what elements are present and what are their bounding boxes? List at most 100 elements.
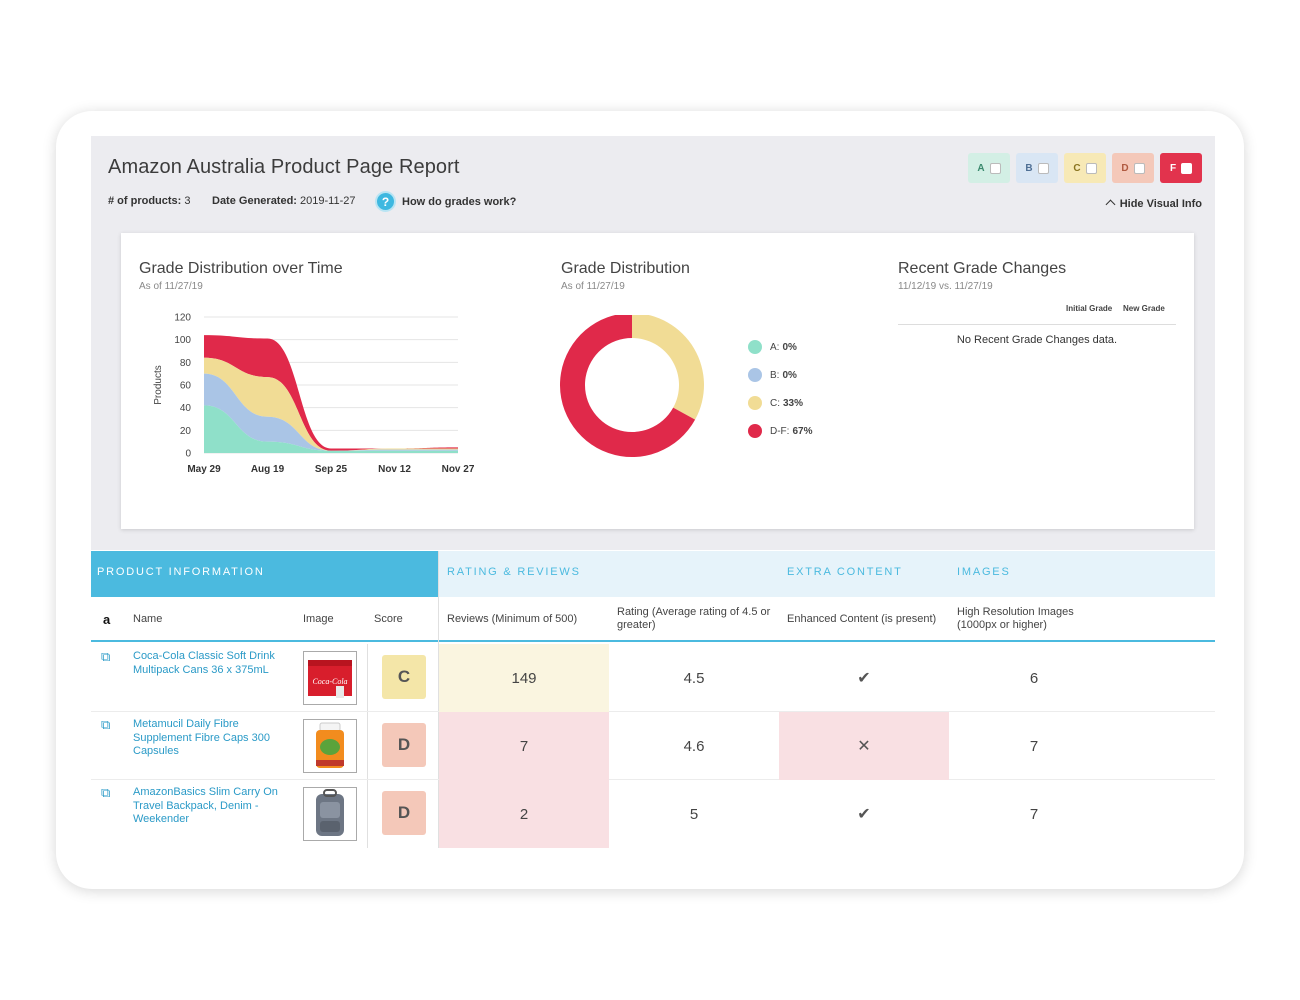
visual-panel: Grade Distribution over Time As of 11/27… [121, 233, 1194, 529]
legend-value: 0% [782, 369, 797, 381]
area-series [204, 373, 458, 451]
y-tick-label: 100 [174, 335, 191, 346]
score-badge: D [382, 723, 426, 767]
divider [898, 324, 1176, 325]
product-name-link[interactable]: AmazonBasics Slim Carry On Travel Backpa… [133, 786, 278, 825]
check-icon: ✔ [857, 806, 871, 823]
table-row: ⧉ AmazonBasics Slim Carry On Travel Back… [91, 780, 1215, 848]
product-name-link[interactable]: Metamucil Daily Fibre Supplement Fibre C… [133, 718, 270, 757]
product-thumbnail-metamucil [316, 722, 344, 768]
checkbox-icon [1133, 162, 1145, 174]
report-header: Amazon Australia Product Page Report # o… [91, 136, 1215, 550]
legend-label: B: [770, 369, 780, 381]
x-tick-label: Nov 12 [378, 464, 411, 475]
dist-chart-subtitle: As of 11/27/19 [561, 281, 625, 292]
time-chart-title: Grade Distribution over Time [139, 260, 343, 277]
initial-grade-header: Initial Grade [1066, 304, 1113, 313]
legend-item: D-F: 67% [748, 424, 812, 438]
product-image [303, 787, 357, 841]
y-tick-label: 60 [180, 381, 192, 392]
donut-chart [560, 315, 704, 457]
reviews-cell: 7 [439, 712, 609, 780]
col-name[interactable]: Name [133, 613, 163, 625]
y-tick-label: 40 [180, 403, 192, 414]
score-badge: C [382, 655, 426, 699]
grade-filter-d[interactable]: D [1112, 153, 1154, 183]
area-series [204, 405, 458, 453]
time-chart-subtitle: As of 11/27/19 [139, 281, 203, 292]
x-tick-label: Sep 25 [315, 464, 348, 475]
legend-value: 67% [792, 425, 813, 437]
table-row: ⧉ Metamucil Daily Fibre Supplement Fibre… [91, 712, 1215, 780]
grade-filter-c[interactable]: C [1064, 153, 1106, 183]
group-rating-reviews: RATING & REVIEWS [447, 566, 581, 578]
col-image: Image [303, 613, 334, 625]
group-header-rest: RATING & REVIEWS EXTRA CONTENT IMAGES [439, 551, 1215, 597]
y-axis-label: Products [153, 365, 164, 404]
legend-label: D-F: [770, 425, 790, 437]
y-tick-label: 120 [174, 313, 191, 324]
amazon-logo: a [103, 612, 111, 627]
y-tick-label: 80 [180, 358, 192, 369]
col-enhanced[interactable]: Enhanced Content (is present) [787, 613, 937, 625]
grade-filter-b[interactable]: B [1016, 153, 1058, 183]
legend-item: C: 33% [748, 396, 803, 410]
score-badge: D [382, 791, 426, 835]
legend-dot [748, 424, 762, 438]
legend-dot [748, 396, 762, 410]
help-link[interactable]: ? How do grades work? [375, 191, 516, 212]
legend-value: 0% [782, 341, 797, 353]
product-name-link[interactable]: Coca-Cola Classic Soft Drink Multipack C… [133, 650, 275, 676]
external-link-icon[interactable]: ⧉ [101, 717, 111, 732]
table-row: ⧉ Coca-Cola Classic Soft Drink Multipack… [91, 644, 1215, 712]
y-tick-label: 20 [180, 426, 192, 437]
reviews-cell: 2 [439, 780, 609, 848]
checkbox-icon [1181, 162, 1193, 174]
grade-filters: A B C D F [968, 153, 1202, 183]
col-score[interactable]: Score [374, 613, 403, 625]
external-link-icon[interactable]: ⧉ [101, 785, 111, 800]
external-link-icon[interactable]: ⧉ [101, 649, 111, 664]
svg-text:Coca-Cola: Coca-Cola [312, 677, 347, 686]
donut-slice [632, 315, 704, 420]
product-thumbnail-cola: Coca-Cola [308, 660, 352, 698]
question-icon: ? [375, 191, 396, 212]
product-thumbnail-backpack [316, 789, 344, 836]
report-app: Amazon Australia Product Page Report # o… [91, 136, 1215, 848]
col-reviews[interactable]: Reviews (Minimum of 500) [447, 613, 578, 625]
rating-cell: 4.6 [683, 737, 705, 755]
hires-cell: 7 [1029, 805, 1039, 823]
hires-cell: 6 [1029, 669, 1039, 687]
rating-cell: 4.5 [683, 669, 705, 687]
x-tick-label: Nov 27 [442, 464, 475, 475]
date-generated: Date Generated: 2019-11-27 [212, 195, 356, 207]
legend-label: C: [770, 397, 780, 409]
col-rating[interactable]: Rating (Average rating of 4.5 or greater… [617, 606, 771, 631]
rating-cell: 5 [689, 805, 699, 823]
checkbox-icon [1085, 162, 1097, 174]
grade-filter-f[interactable]: F [1160, 153, 1202, 183]
area-series [204, 335, 458, 451]
new-grade-header: New Grade [1123, 304, 1165, 313]
legend-dot [748, 368, 762, 382]
divider [367, 644, 368, 848]
cross-icon: ✕ [779, 712, 949, 780]
divider [438, 551, 439, 848]
legend-item: A: 0% [748, 340, 797, 354]
legend-value: 33% [783, 397, 804, 409]
group-images: IMAGES [957, 566, 1011, 578]
table-column-header: a Name Image Score Reviews (Minimum of 5… [91, 597, 1215, 642]
chevron-up-icon [1105, 199, 1116, 210]
page-title: Amazon Australia Product Page Report [108, 156, 460, 178]
dist-chart-title: Grade Distribution [561, 260, 690, 277]
check-icon: ✔ [857, 670, 871, 687]
legend-dot [748, 340, 762, 354]
hide-visual-toggle[interactable]: Hide Visual Info [1105, 198, 1202, 210]
col-hires[interactable]: High Resolution Images (1000px or higher… [957, 606, 1074, 631]
grade-filter-a[interactable]: A [968, 153, 1010, 183]
legend-item: B: 0% [748, 368, 797, 382]
hires-cell: 7 [1029, 737, 1039, 755]
changes-subtitle: 11/12/19 vs. 11/27/19 [898, 281, 993, 292]
y-tick-label: 0 [185, 449, 191, 460]
x-tick-label: Aug 19 [251, 464, 285, 475]
